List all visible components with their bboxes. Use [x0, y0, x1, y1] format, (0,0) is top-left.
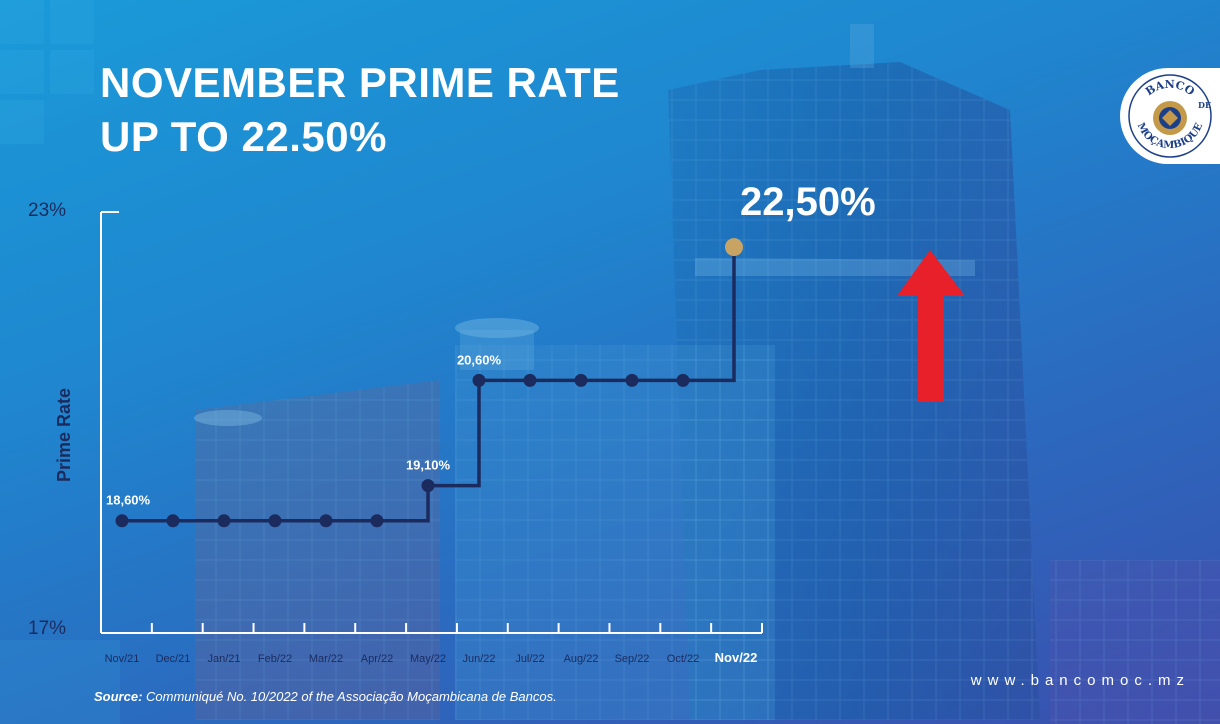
x-tick-label: Jun/22 [462, 653, 495, 665]
data-label: 19,10% [406, 458, 451, 473]
x-tick-label: Nov/21 [105, 653, 140, 665]
source-text: Communiqué No. 10/2022 of the Associação… [146, 689, 557, 704]
x-tick-label: Oct/22 [667, 653, 699, 665]
data-point [676, 373, 690, 387]
y-tick-label-top: 23% [28, 200, 66, 221]
data-point-highlight [725, 238, 743, 257]
x-tick-label: Jul/22 [515, 653, 544, 665]
data-point [421, 479, 435, 493]
x-tick-label: Apr/22 [361, 653, 393, 665]
data-point [523, 373, 537, 387]
data-point [319, 514, 333, 528]
title-line-1: NOVEMBER PRIME RATE [100, 59, 620, 106]
chart-axes [100, 211, 763, 634]
source-label: Source: [94, 689, 143, 704]
up-arrow-icon [897, 250, 965, 402]
series-line [122, 247, 736, 523]
x-tick-label: Jan/21 [207, 653, 240, 665]
x-tick-label: May/22 [410, 653, 446, 665]
title-line-2: UP TO 22.50% [100, 113, 387, 160]
y-axis-label: Prime Rate [54, 388, 74, 482]
website-link[interactable]: www.bancomoc.mz [970, 672, 1190, 689]
data-labels: 18,60% 19,10% 20,60% 22,50% [106, 180, 876, 508]
data-point [166, 514, 180, 528]
data-point [370, 514, 384, 528]
data-point [574, 373, 588, 387]
bank-logo: BANCO MOÇAMBIQUE DE [1120, 68, 1220, 164]
x-tick-label: Feb/22 [258, 653, 292, 665]
data-point [115, 514, 129, 528]
data-point [625, 373, 639, 387]
source-note: Source: Communiqué No. 10/2022 of the As… [94, 689, 557, 704]
page-title: NOVEMBER PRIME RATE UP TO 22.50% [100, 56, 620, 164]
data-point [268, 514, 282, 528]
y-tick-label-bottom: 17% [28, 618, 66, 639]
data-label: 18,60% [106, 493, 151, 508]
x-tick-labels: Nov/21 Dec/21 Jan/21 Feb/22 Mar/22 Apr/22 May/… [105, 650, 758, 665]
x-tick-label: Aug/22 [564, 653, 599, 665]
prime-rate-step-line [122, 247, 736, 523]
data-label: 22,50% [740, 180, 876, 224]
data-point [217, 514, 231, 528]
data-point [472, 373, 486, 387]
logo-text-side: DE [1198, 100, 1211, 110]
svg-text:BANCO: BANCO [1143, 78, 1197, 99]
data-label: 20,60% [457, 352, 502, 367]
x-tick-label: Nov/22 [715, 650, 758, 665]
x-tick-label: Sep/22 [615, 653, 650, 665]
data-points [115, 238, 743, 528]
x-tick-label: Dec/21 [156, 653, 191, 665]
x-tick-label: Mar/22 [309, 653, 343, 665]
logo-text-top: BANCO [1143, 78, 1197, 99]
bank-seal-icon: BANCO MOÇAMBIQUE DE [1128, 74, 1212, 158]
up-arrow-shape [897, 250, 965, 402]
